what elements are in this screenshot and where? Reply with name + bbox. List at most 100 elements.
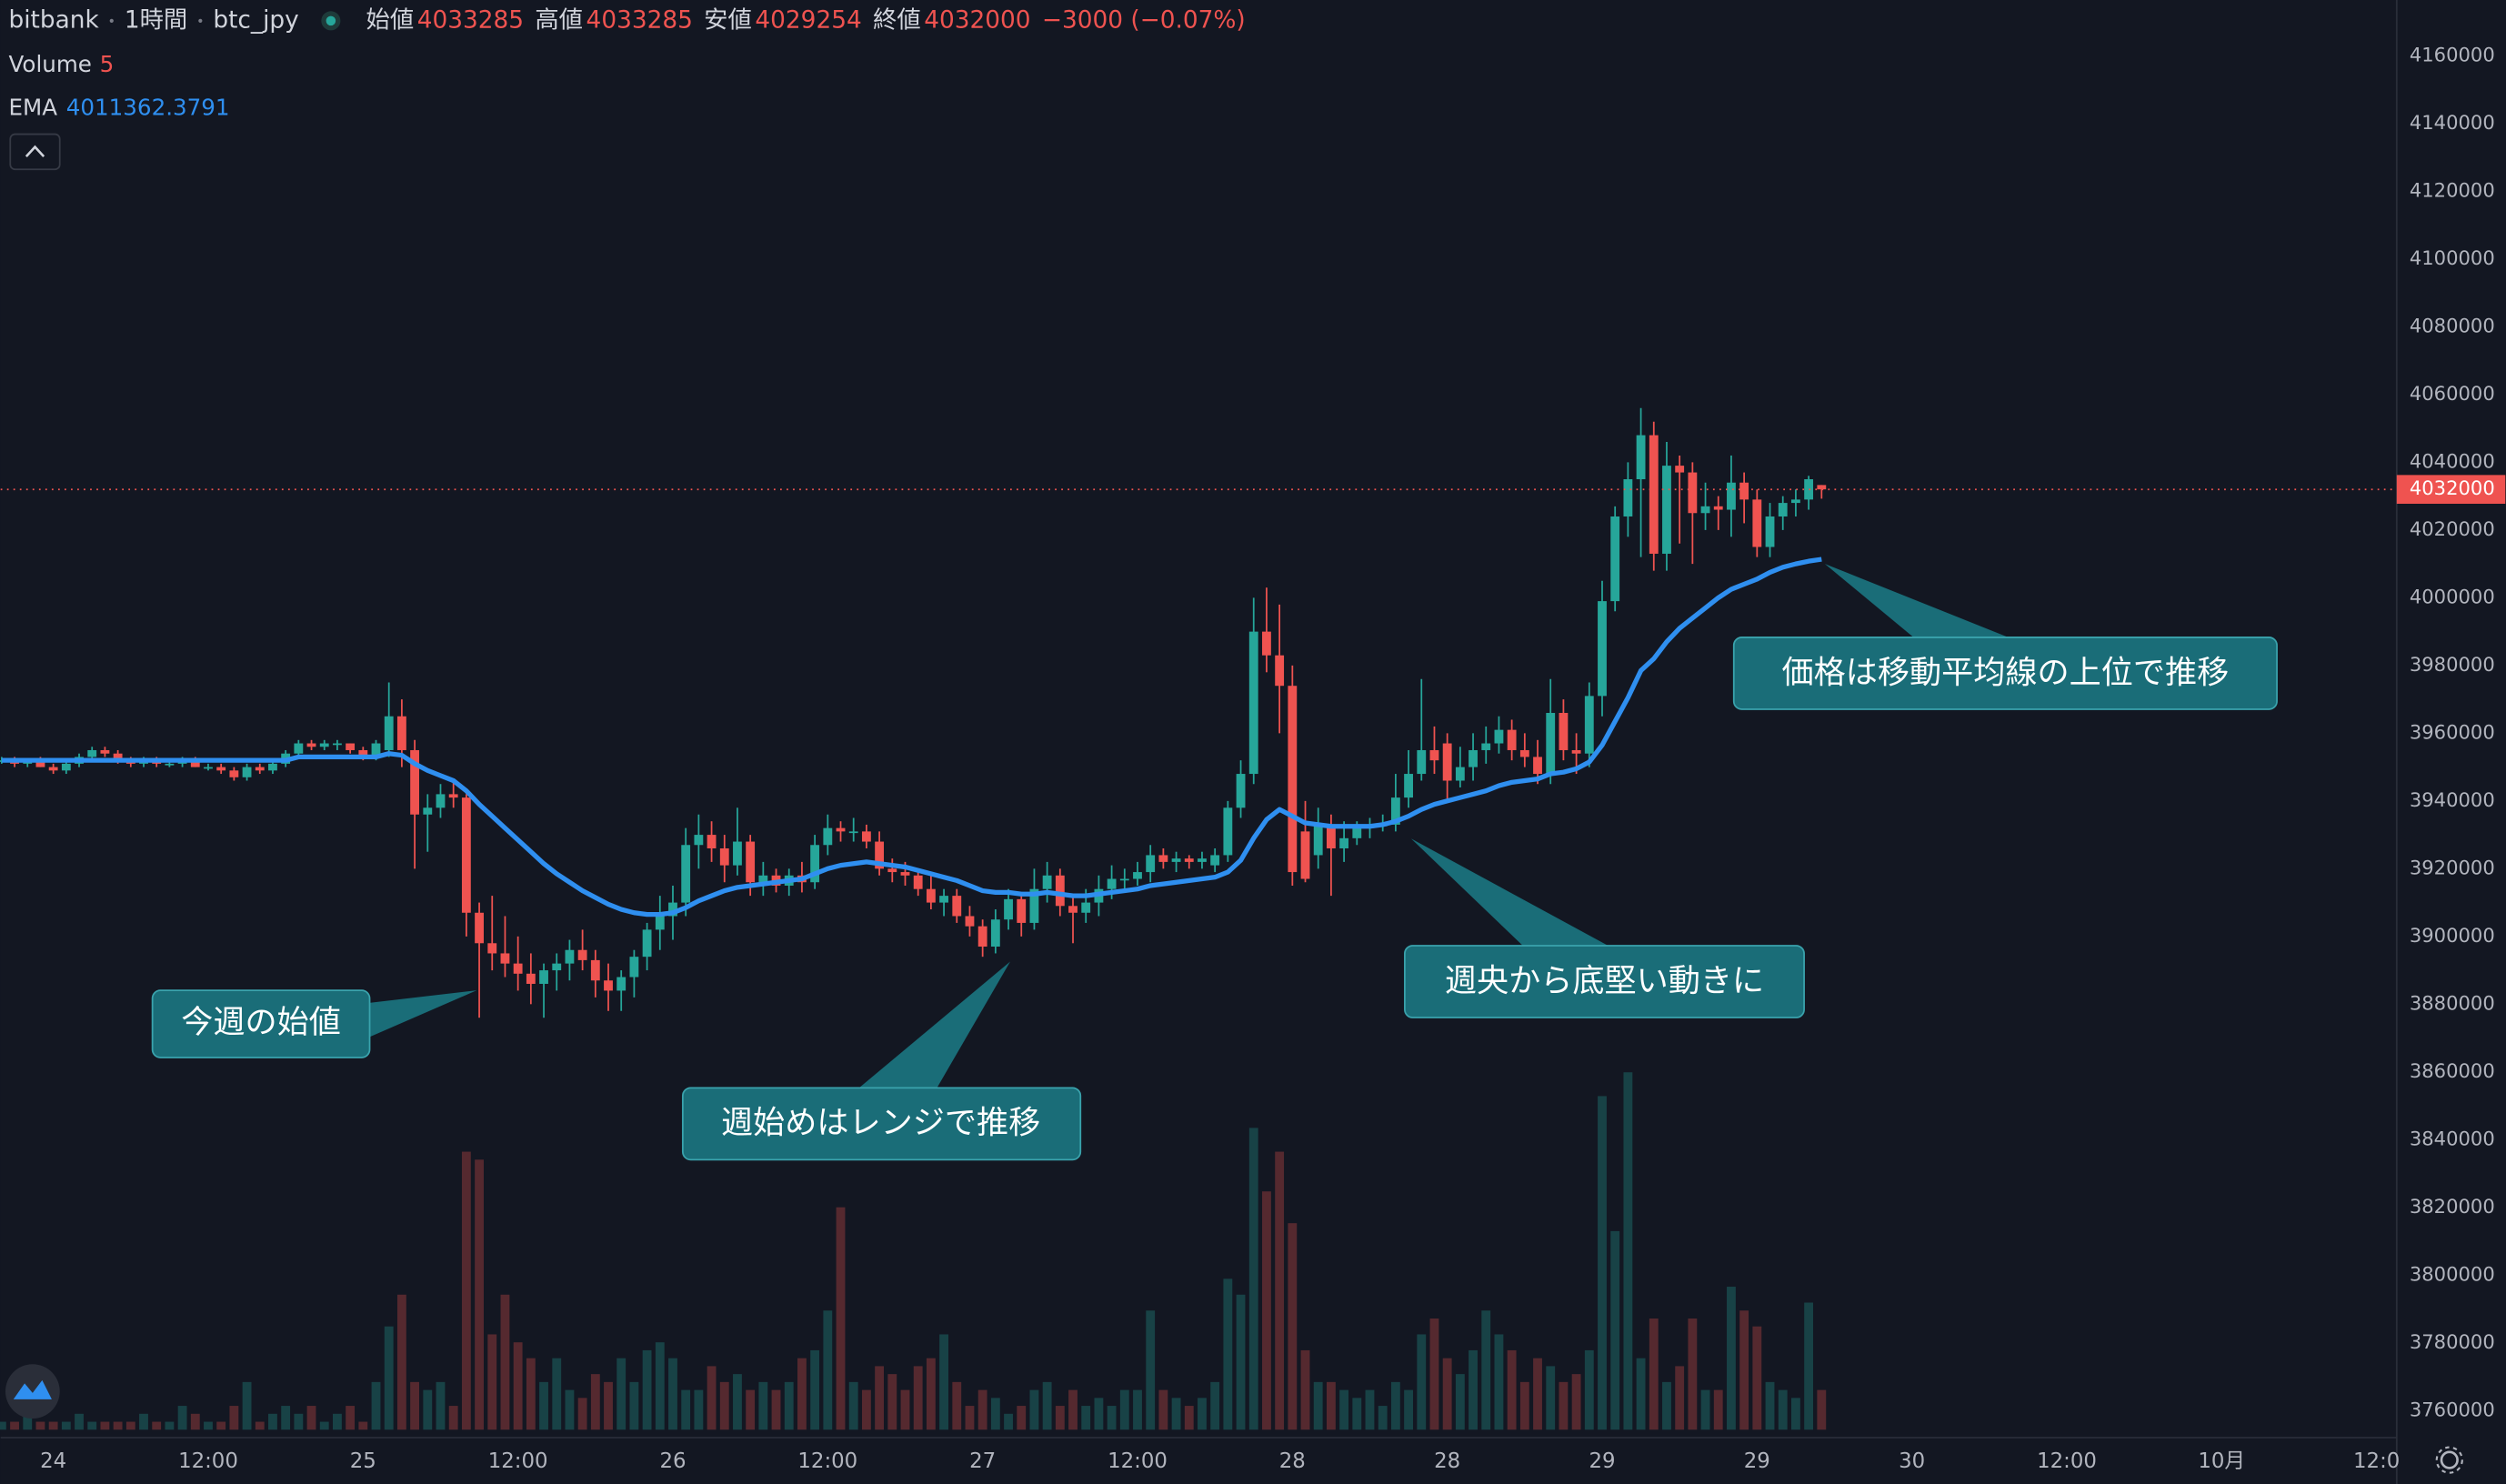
candle-body [875,841,885,869]
volume-bar [1584,1349,1594,1430]
candle-body [1429,749,1439,761]
volume-bar [655,1342,665,1430]
candle-body [1146,855,1156,873]
ema-line [1,556,1822,917]
candle-body [87,749,97,757]
candle-body [1790,499,1800,504]
candle-body [319,743,329,747]
gear-teeth[interactable] [2435,1446,2463,1474]
volume-bar [668,1358,677,1430]
x-tick-label: 28 [1434,1449,1460,1473]
ema-value: 4011362.3791 [66,94,230,120]
x-tick-label: 24 [40,1449,66,1473]
volume-bar [1236,1294,1246,1430]
volume-bar [1429,1318,1439,1430]
logo-circle[interactable] [5,1364,60,1419]
ohlc-label: 安値 [704,6,752,34]
volume-bar [1778,1389,1788,1430]
volume-bar [23,1413,33,1430]
volume-bar [0,1421,6,1430]
volume-bar [436,1381,446,1430]
volume-bar [229,1406,239,1430]
volume-bar [939,1334,948,1430]
volume-bar [1029,1389,1039,1430]
callout-pointer [1410,838,1615,949]
volume-value: 5 [100,51,115,77]
candle-body [1739,482,1749,500]
settings-button[interactable] [2435,1446,2463,1474]
candle-body [216,767,226,771]
candle-body [1042,875,1052,889]
candle-body [848,831,858,834]
candle-body [1300,831,1310,879]
candle-body [1533,757,1542,775]
volume-bar [1171,1398,1181,1430]
volume-bar [1119,1389,1129,1430]
x-tick-label: 12:0 [2353,1449,2400,1473]
x-tick-label: 12:00 [488,1449,548,1473]
volume-bar [1055,1406,1065,1430]
x-tick-label: 26 [659,1449,686,1473]
volume-bar [642,1349,652,1430]
candle-body [1700,506,1710,514]
collapse-button[interactable] [9,133,61,171]
logo-button[interactable] [5,1364,60,1419]
volume-bar [1636,1358,1646,1430]
chevron-icon[interactable] [25,145,45,158]
volume-bar [758,1381,768,1430]
volume-bar [861,1389,871,1430]
volume-bar [1262,1191,1271,1430]
x-tick-label: 29 [1744,1449,1770,1473]
candle-body [229,770,239,777]
price-change: −3000 (−0.07%) [1042,6,1246,34]
candle-body [977,926,987,948]
candle-body [1029,888,1039,923]
y-tick-label: 4160000 [2410,43,2495,65]
ema-label: EMA [9,94,58,120]
volume-bar [100,1421,110,1430]
candle-body [371,743,381,757]
candle-body [487,943,497,954]
volume-bar [771,1389,781,1430]
y-tick-label: 4020000 [2410,517,2495,540]
ohlc-label: 終値 [873,6,921,34]
volume-bar [1042,1381,1052,1430]
logo-icon[interactable] [13,1379,52,1399]
volume-bar [1094,1398,1104,1430]
volume-bar [1688,1318,1698,1430]
volume-bar [1662,1381,1671,1430]
button-frame[interactable] [9,133,61,171]
candle-body [346,743,356,750]
y-tick-label: 4000000 [2410,585,2495,607]
candle-body [410,749,420,815]
volume-bar [1210,1381,1220,1430]
volume-bar [1533,1358,1542,1430]
volume-bar [87,1421,97,1430]
candle-body [358,749,368,757]
volume-bar [1469,1349,1478,1430]
candle-body [823,827,833,846]
volume-bar [1133,1389,1142,1430]
candle-body [448,794,458,798]
volume-bar [1494,1334,1504,1430]
volume-bar [604,1381,613,1430]
volume-bar [746,1389,756,1430]
volume-bar [306,1406,316,1430]
candle-body [604,980,613,991]
volume-bar [1481,1310,1491,1430]
volume-bar [900,1389,910,1430]
candle-body [681,845,691,903]
candle-body [1326,824,1336,848]
volume-bar [216,1421,226,1430]
volume-bar [1339,1389,1349,1430]
volume-bar [113,1421,123,1430]
candle-body [1778,503,1788,516]
gear-icon[interactable] [2440,1450,2459,1469]
candle-body [190,760,200,767]
volume-bar [294,1413,304,1430]
volume-bar [1610,1230,1620,1430]
candle-body [396,716,406,750]
y-tick-label: 3800000 [2410,1262,2495,1285]
candle-body [539,970,548,984]
